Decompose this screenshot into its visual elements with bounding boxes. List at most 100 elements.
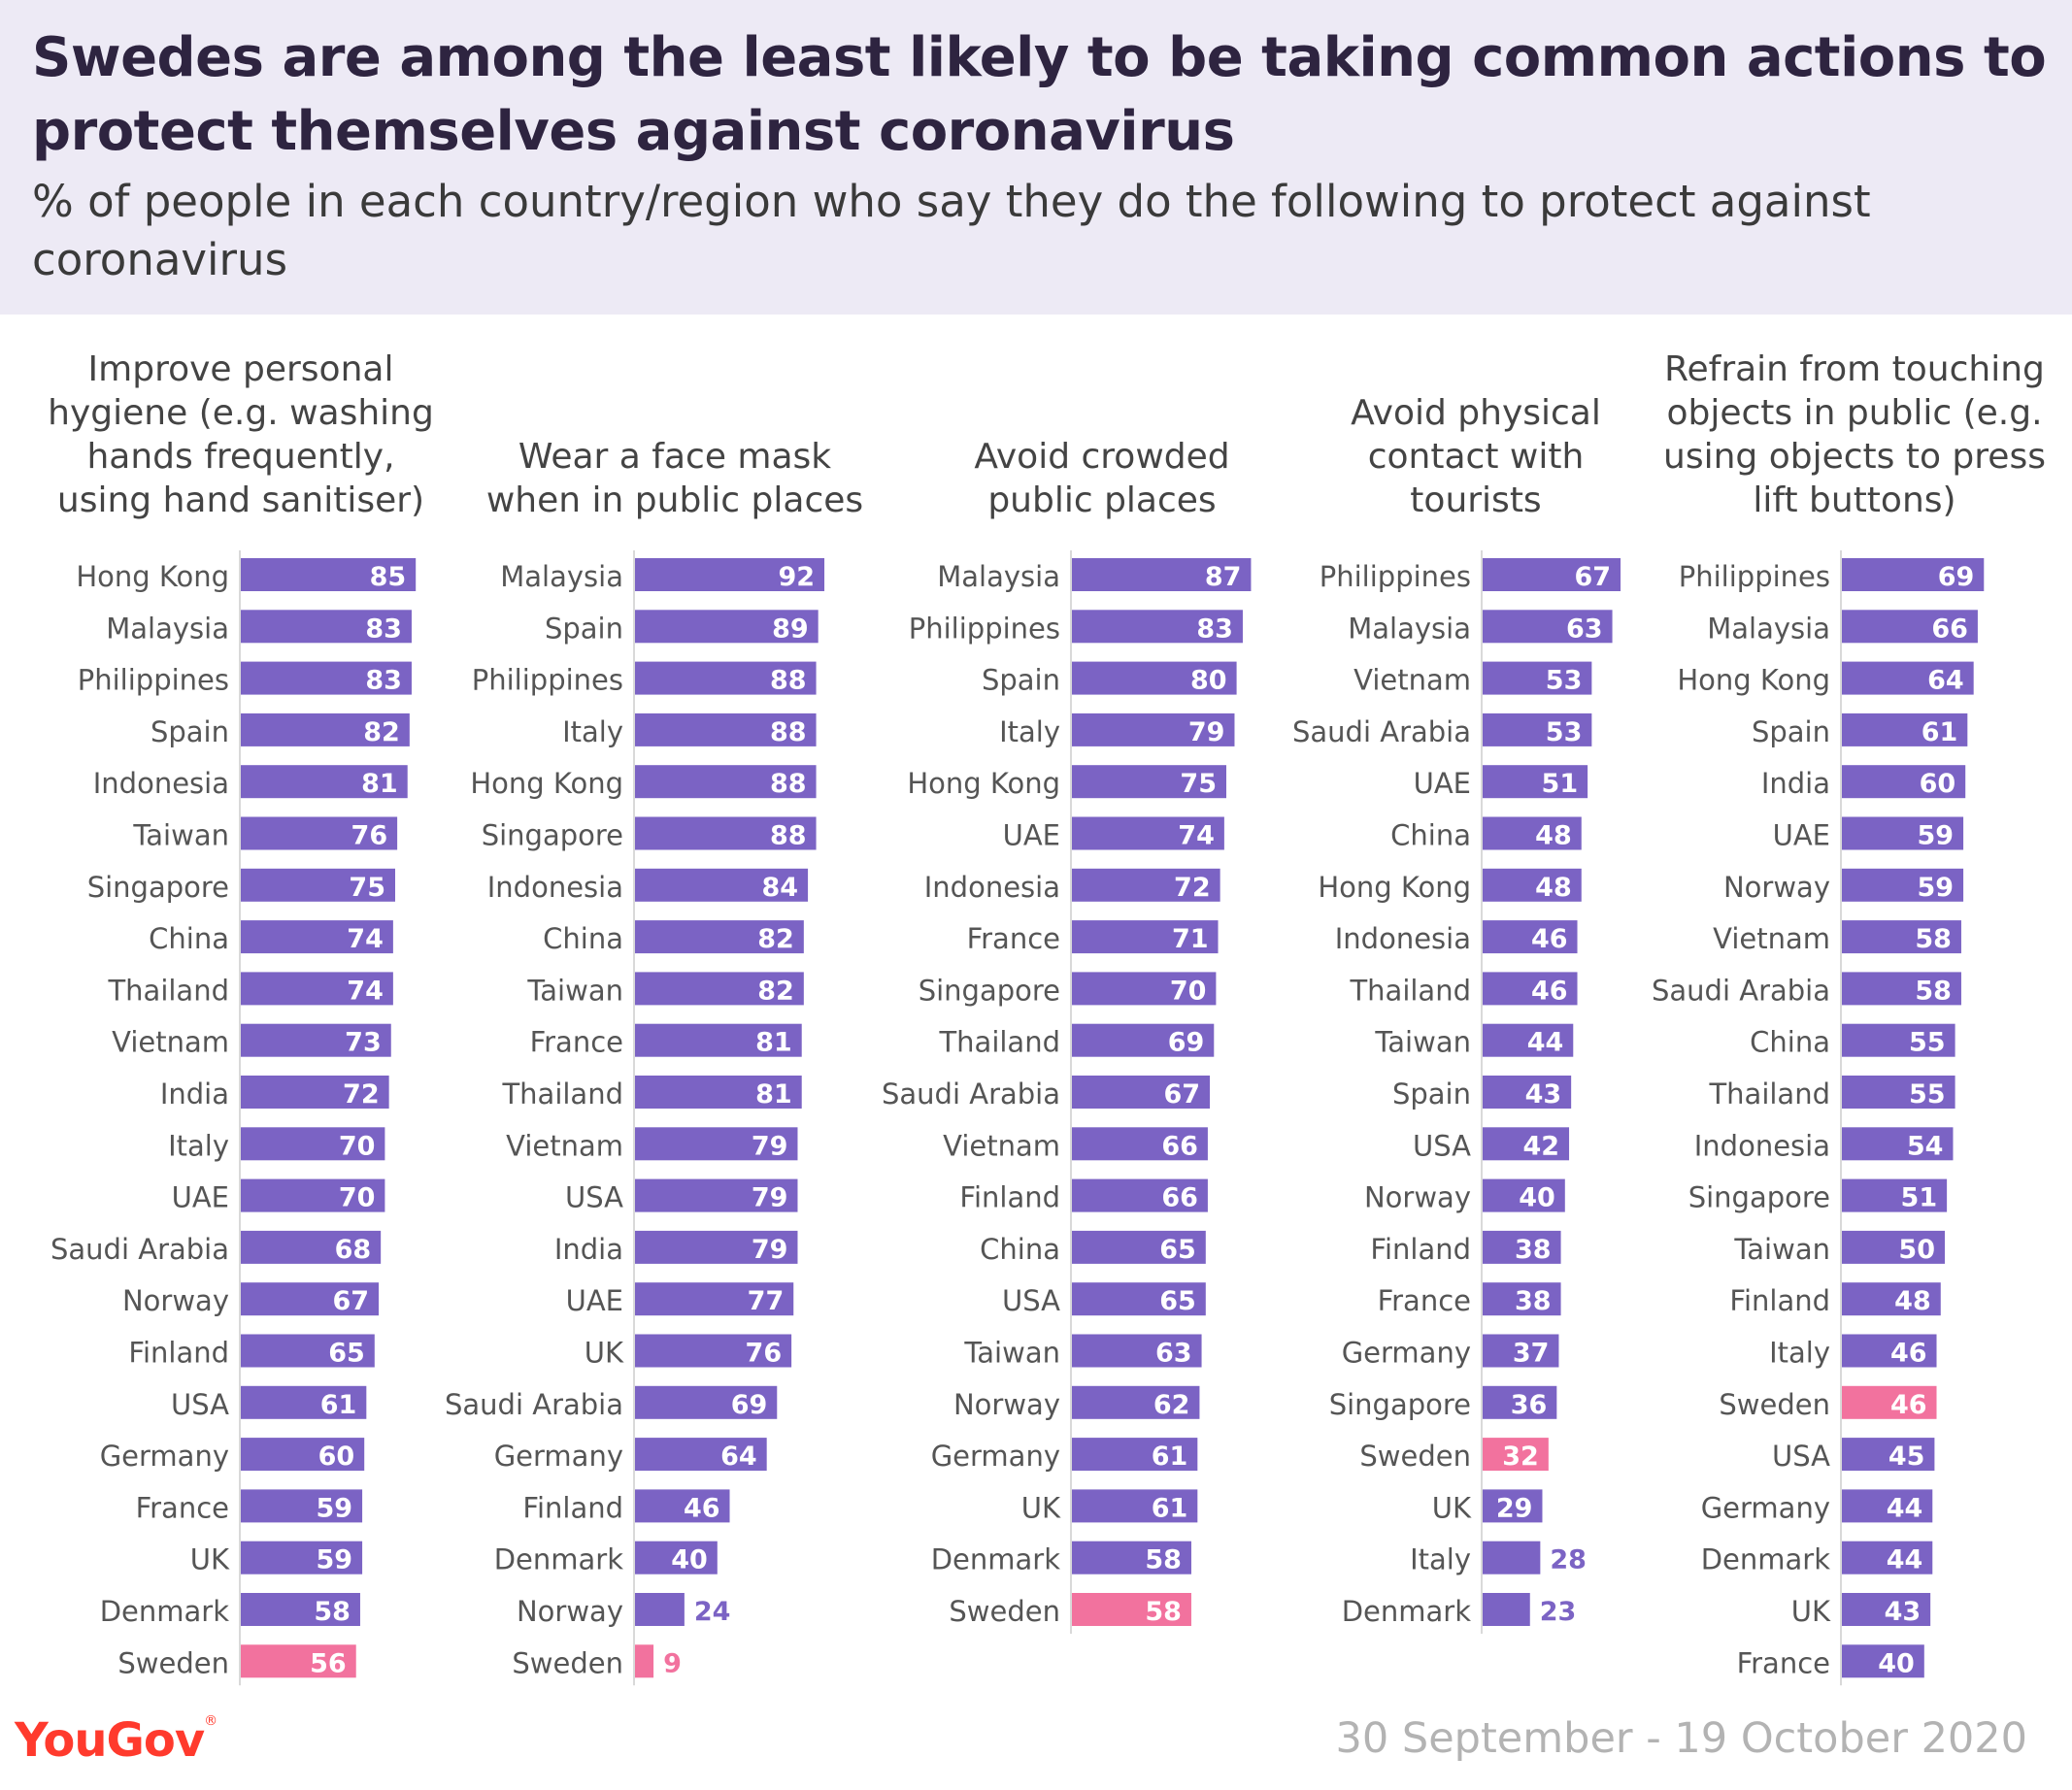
value-label: 45 xyxy=(1888,1442,1925,1472)
category-label: China xyxy=(1750,1026,1830,1059)
category-label: France xyxy=(530,1026,623,1059)
bar xyxy=(1842,1282,1941,1316)
bar xyxy=(1072,1489,1198,1523)
bar xyxy=(1072,1334,1202,1368)
category-label: Thailand xyxy=(107,974,229,1007)
bar xyxy=(1842,1489,1933,1523)
panel-title-tourists: Avoid physical contact with tourists xyxy=(1351,393,1601,520)
value-label: 68 xyxy=(335,1235,372,1265)
value-label: 38 xyxy=(1515,1286,1552,1316)
bar xyxy=(1483,1023,1574,1057)
value-label: 59 xyxy=(317,1493,353,1523)
category-label: France xyxy=(136,1491,229,1524)
bar xyxy=(1072,972,1217,1006)
value-label: 83 xyxy=(365,666,402,696)
bar xyxy=(1483,816,1582,850)
bar xyxy=(1842,1230,1945,1264)
bar xyxy=(1842,1593,1931,1626)
bar xyxy=(635,1076,802,1109)
category-label: Norway xyxy=(1723,871,1830,904)
bar xyxy=(241,920,393,954)
value-label: 58 xyxy=(1915,976,1952,1006)
value-label: 53 xyxy=(1546,717,1583,747)
value-label: 82 xyxy=(363,717,400,747)
value-label: 84 xyxy=(762,873,799,903)
bar xyxy=(1483,1438,1549,1472)
category-label: Singapore xyxy=(919,974,1060,1007)
bar xyxy=(1483,1385,1557,1419)
value-label: 61 xyxy=(1152,1442,1188,1472)
value-label: 79 xyxy=(752,1131,788,1161)
category-label: Indonesia xyxy=(1335,922,1471,955)
category-label: Hong Kong xyxy=(907,767,1060,800)
category-label: Italy xyxy=(1410,1543,1471,1576)
bar xyxy=(1842,868,1964,902)
value-label: 42 xyxy=(1522,1131,1559,1161)
category-label: Indonesia xyxy=(93,767,229,800)
value-label: 67 xyxy=(1163,1079,1200,1110)
value-label: 60 xyxy=(1920,769,1956,799)
bar xyxy=(1842,920,1961,954)
bar xyxy=(241,1489,363,1523)
category-label: Finland xyxy=(1370,1233,1471,1266)
value-label: 59 xyxy=(317,1545,353,1575)
category-label: Spain xyxy=(1392,1077,1471,1110)
category-label: Vietnam xyxy=(1713,922,1830,955)
value-label: 74 xyxy=(1178,821,1215,851)
category-label: India xyxy=(554,1233,623,1266)
bar xyxy=(635,1023,802,1057)
panel-title-face-mask: Wear a face mask when in public places xyxy=(485,437,864,520)
bar xyxy=(1072,713,1235,746)
value-label: 40 xyxy=(671,1545,708,1575)
category-label: Taiwan xyxy=(1733,1233,1830,1266)
bar xyxy=(1072,1230,1206,1264)
value-label: 54 xyxy=(1907,1131,1944,1161)
bar xyxy=(241,816,398,850)
bar xyxy=(635,713,817,746)
category-label: China xyxy=(980,1233,1060,1266)
value-label: 65 xyxy=(1159,1286,1196,1316)
category-label: Philippines xyxy=(1320,560,1471,593)
category-label: Philippines xyxy=(909,612,1060,645)
bar xyxy=(241,1127,385,1161)
value-label: 44 xyxy=(1887,1545,1923,1575)
category-label: USA xyxy=(1772,1440,1830,1473)
bar xyxy=(1483,1178,1565,1212)
value-label: 51 xyxy=(1901,1183,1938,1213)
category-label: Saudi Arabia xyxy=(445,1388,623,1421)
bar xyxy=(1072,558,1252,591)
bar xyxy=(1072,1282,1206,1316)
value-label: 75 xyxy=(1180,769,1217,799)
value-label: 23 xyxy=(1540,1597,1577,1627)
category-label: Indonesia xyxy=(1694,1129,1830,1162)
panel-title-crowds: Avoid crowded public places xyxy=(974,437,1230,520)
category-label: UAE xyxy=(566,1284,623,1317)
bar xyxy=(1483,765,1588,799)
category-label: Malaysia xyxy=(1348,612,1471,645)
category-label: Thailand xyxy=(938,1026,1060,1059)
category-label: Malaysia xyxy=(937,560,1060,593)
bar xyxy=(1842,972,1961,1006)
category-label: UAE xyxy=(1773,819,1830,852)
bar xyxy=(1842,1644,1924,1678)
bar xyxy=(1842,1178,1948,1212)
value-label: 75 xyxy=(349,873,385,903)
category-label: Thailand xyxy=(1349,974,1471,1007)
value-label: 32 xyxy=(1502,1442,1539,1472)
value-label: 85 xyxy=(370,562,407,592)
bar xyxy=(635,1541,718,1575)
bar xyxy=(1842,765,1966,799)
bar xyxy=(1483,1489,1543,1523)
bar xyxy=(1072,1076,1211,1109)
bar xyxy=(241,713,410,746)
category-label: Italy xyxy=(1769,1337,1830,1370)
value-label: 61 xyxy=(1922,717,1958,747)
category-label: France xyxy=(1378,1284,1471,1317)
value-label: 89 xyxy=(772,613,809,644)
value-label: 79 xyxy=(752,1183,788,1213)
category-label: UK xyxy=(190,1543,230,1576)
value-label: 81 xyxy=(755,1028,792,1058)
category-label: Denmark xyxy=(931,1543,1060,1576)
value-label: 76 xyxy=(746,1339,783,1369)
category-label: Finland xyxy=(1729,1284,1830,1317)
